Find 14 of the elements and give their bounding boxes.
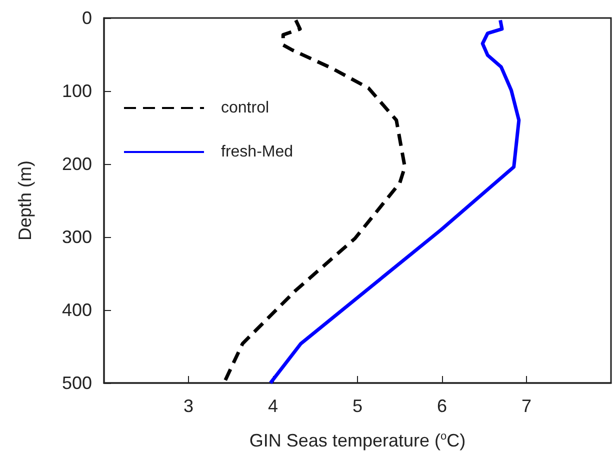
- x-tick-label: 7: [521, 396, 532, 416]
- legend-label: fresh-Med: [221, 144, 294, 160]
- x-tick-label: 6: [436, 396, 448, 416]
- x-tick-label: 3: [183, 396, 194, 416]
- y-axis-title: Depth (m): [15, 160, 35, 241]
- y-tick-label: 200: [62, 154, 92, 174]
- x-tick-label: 4: [268, 396, 278, 416]
- legend-label: control: [221, 100, 270, 116]
- y-tick-label: 100: [62, 81, 92, 101]
- y-tick-label: 0: [82, 8, 92, 28]
- y-tick-label: 300: [62, 227, 92, 247]
- x-tick-label: 5: [352, 396, 363, 416]
- y-tick-label: 500: [62, 373, 92, 393]
- y-tick-label: 400: [62, 300, 92, 320]
